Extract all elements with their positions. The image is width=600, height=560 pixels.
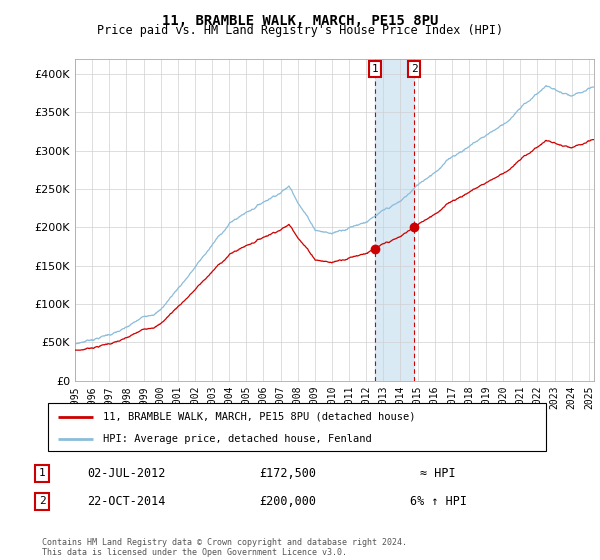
FancyBboxPatch shape	[48, 403, 546, 451]
Text: Contains HM Land Registry data © Crown copyright and database right 2024.
This d: Contains HM Land Registry data © Crown c…	[42, 538, 407, 557]
Text: 2: 2	[38, 496, 46, 506]
Text: 11, BRAMBLE WALK, MARCH, PE15 8PU (detached house): 11, BRAMBLE WALK, MARCH, PE15 8PU (detac…	[103, 412, 415, 422]
Text: Price paid vs. HM Land Registry's House Price Index (HPI): Price paid vs. HM Land Registry's House …	[97, 24, 503, 36]
Bar	[375, 59, 414, 381]
Text: 02-JUL-2012: 02-JUL-2012	[87, 466, 165, 480]
Text: 2: 2	[411, 64, 418, 74]
Text: £172,500: £172,500	[260, 466, 317, 480]
Text: 22-OCT-2014: 22-OCT-2014	[87, 494, 165, 508]
Text: HPI: Average price, detached house, Fenland: HPI: Average price, detached house, Fenl…	[103, 434, 371, 444]
Text: 11, BRAMBLE WALK, MARCH, PE15 8PU: 11, BRAMBLE WALK, MARCH, PE15 8PU	[162, 14, 438, 28]
Text: 1: 1	[371, 64, 378, 74]
Text: 6% ↑ HPI: 6% ↑ HPI	[409, 494, 467, 508]
Text: 1: 1	[38, 468, 46, 478]
Text: £200,000: £200,000	[260, 494, 317, 508]
Text: ≈ HPI: ≈ HPI	[420, 466, 456, 480]
